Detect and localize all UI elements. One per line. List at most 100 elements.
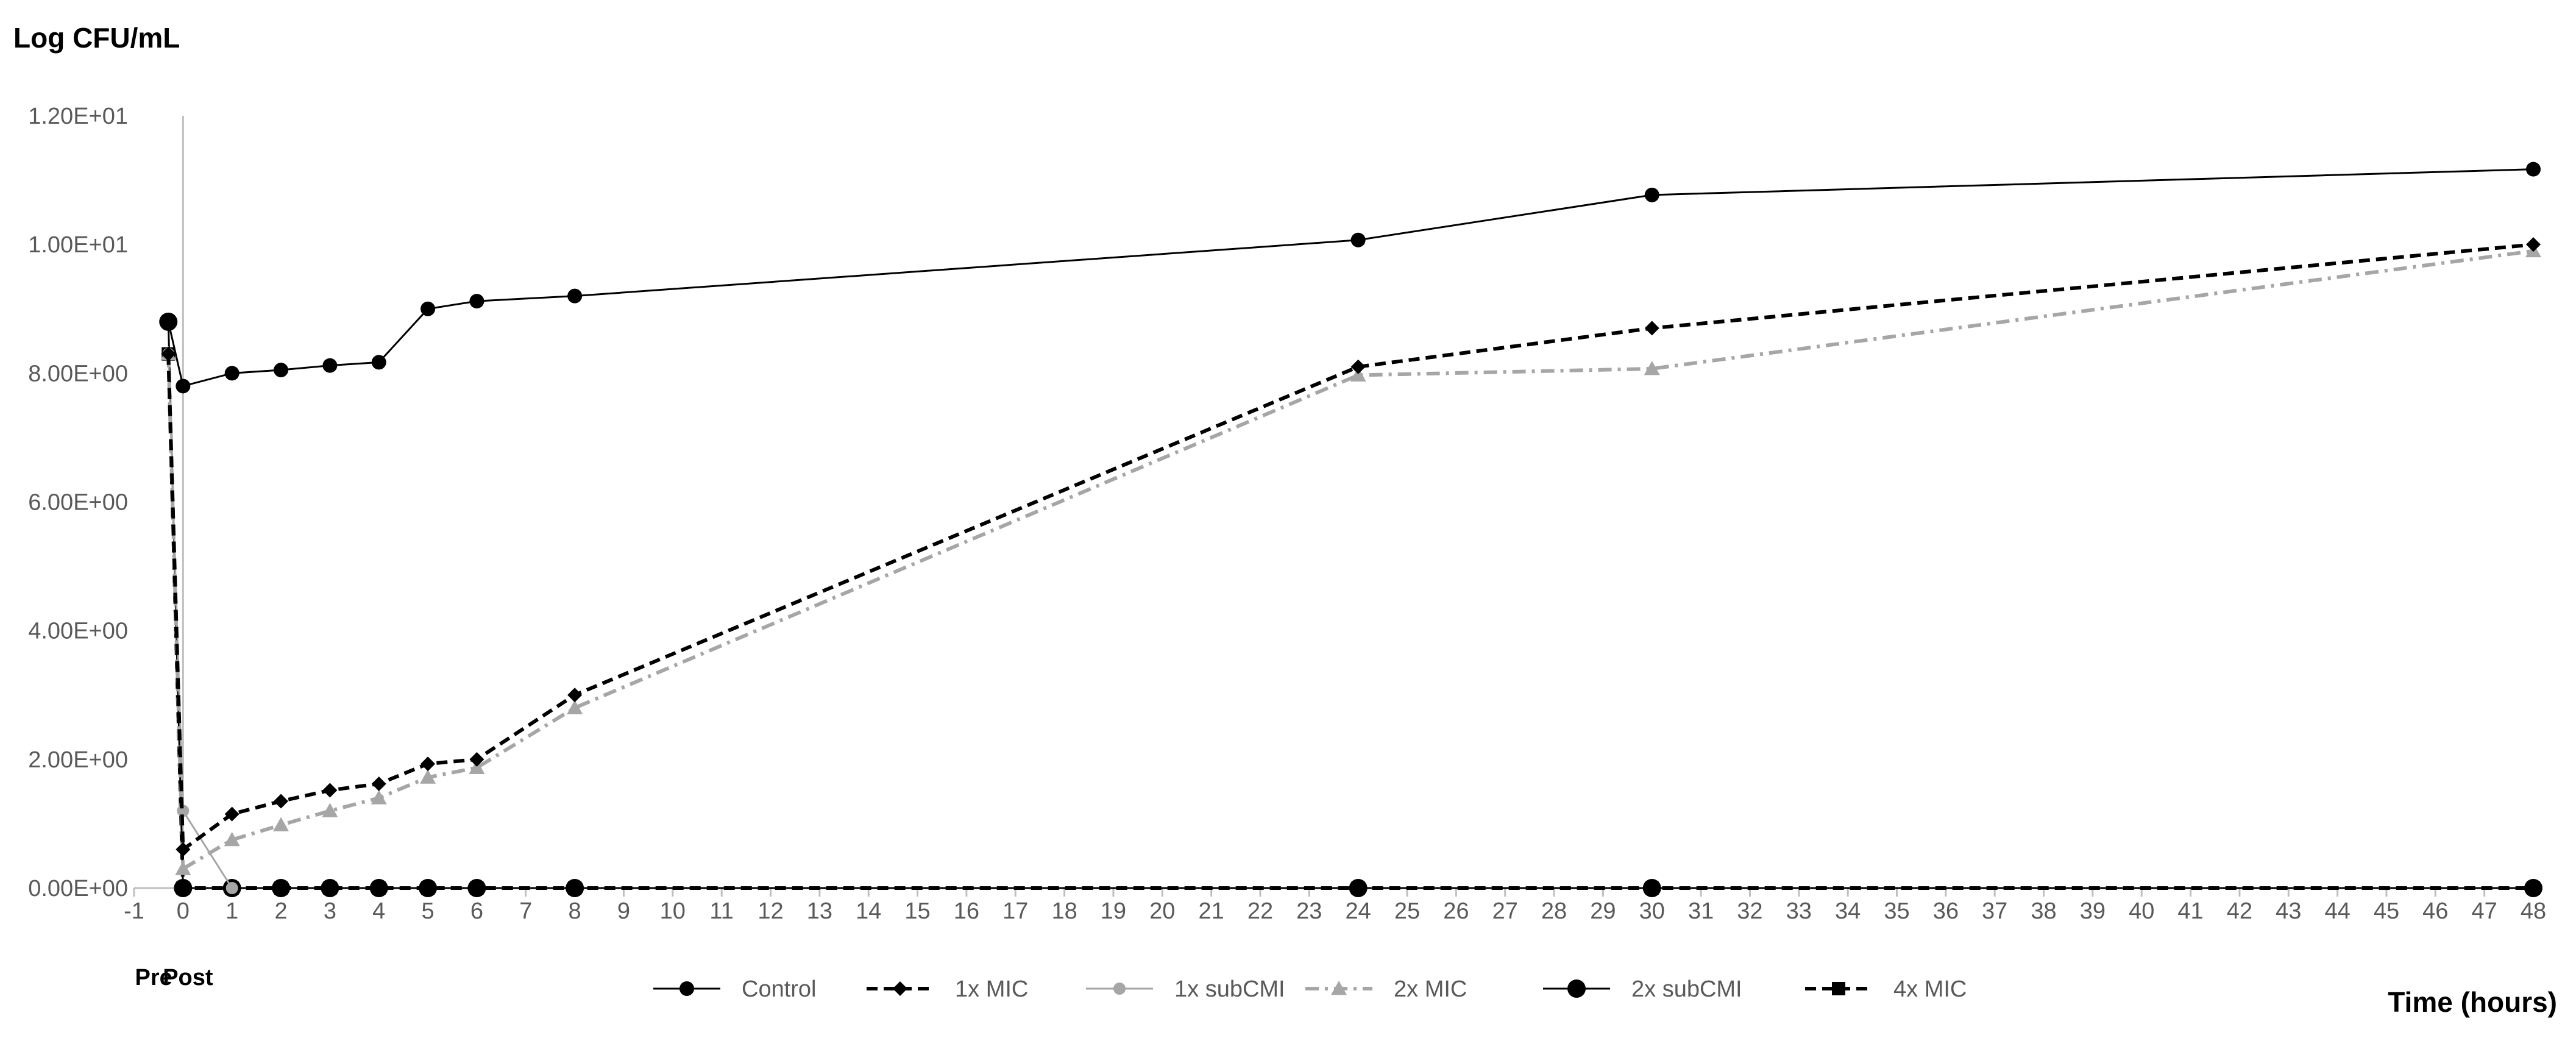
legend-label: 4x MIC — [1893, 976, 1967, 1002]
data-point — [679, 981, 694, 996]
x-tick-label: 28 — [1541, 898, 1567, 924]
x-tick-label: 20 — [1149, 898, 1175, 924]
x-tick-label: 7 — [519, 898, 532, 924]
x-tick-label: 25 — [1394, 898, 1420, 924]
x-tick-label: 43 — [2276, 898, 2301, 924]
data-point — [1567, 979, 1586, 998]
x-tick-labels: -1 0 1 2 3 4 5 6 7 8 9 10 11 12 13 14 15 16 17 18 19 20 21 22 23… — [124, 898, 2546, 924]
x-tick-label: 46 — [2422, 898, 2448, 924]
series-line — [166, 243, 2534, 853]
data-point — [176, 842, 191, 857]
x-tick-label: 27 — [1492, 898, 1518, 924]
data-point — [225, 882, 238, 894]
data-point — [469, 294, 484, 309]
y-tick-labels: 0.00E+00 2.00E+00 4.00E+00 6.00E+00 8.00E+00… — [28, 104, 128, 901]
axis-annotation: Pre — [135, 965, 172, 990]
legend-label: 2x subCMI — [1631, 976, 1742, 1002]
x-tick-label: 44 — [2324, 898, 2350, 924]
x-tick-label: 36 — [1933, 898, 1959, 924]
x-tick-label: 15 — [904, 898, 930, 924]
axis-annotation: Post — [163, 965, 213, 990]
x-tick-label: 37 — [1982, 898, 2007, 924]
data-point — [2526, 237, 2541, 252]
data-point — [321, 879, 339, 897]
legend-label: 1x subCMI — [1174, 976, 1285, 1002]
x-tick-label: 26 — [1443, 898, 1469, 924]
data-point — [1349, 879, 1368, 897]
x-tick-label: 30 — [1639, 898, 1665, 924]
legend-item: 2x MIC — [1305, 976, 1467, 1002]
x-tick-label: 38 — [2031, 898, 2056, 924]
series-control — [161, 162, 2541, 394]
x-tick-label: 47 — [2472, 898, 2497, 924]
data-point — [224, 366, 240, 381]
data-point — [420, 301, 436, 316]
x-tick-label: 3 — [324, 898, 336, 924]
series-line — [166, 249, 2534, 872]
data-point — [322, 803, 338, 817]
y-tick-label: 6.00E+00 — [28, 490, 128, 516]
x-tick-label: 4 — [372, 898, 385, 924]
x-tick-label: 13 — [807, 898, 832, 924]
data-point — [371, 790, 387, 805]
x-tick-label: 0 — [177, 898, 190, 924]
y-tick-label: 8.00E+00 — [28, 361, 128, 386]
data-point — [1644, 187, 1659, 202]
data-point — [272, 879, 291, 897]
x-tick-label: 31 — [1688, 898, 1714, 924]
x-tick-label: 24 — [1346, 898, 1371, 924]
data-point — [1350, 359, 1366, 374]
series-1x-mic — [161, 237, 2541, 857]
x-tick-label: 23 — [1296, 898, 1322, 924]
series — [159, 162, 2542, 897]
x-tick-label: 2 — [274, 898, 287, 924]
series-2x-mic — [160, 243, 2541, 875]
data-point — [224, 831, 240, 847]
data-point — [175, 861, 191, 875]
data-point — [2526, 162, 2541, 177]
x-tick-label: 12 — [758, 898, 783, 924]
x-tick-label: 21 — [1198, 898, 1224, 924]
legend-item: Control — [653, 976, 817, 1002]
data-point — [567, 700, 583, 714]
x-tick-label: 5 — [422, 898, 435, 924]
data-point — [161, 314, 176, 329]
data-point — [273, 817, 289, 831]
x-tick-label: 16 — [954, 898, 979, 924]
data-point — [1350, 367, 1366, 382]
data-point — [419, 879, 438, 897]
data-point — [224, 806, 240, 822]
legend: Control 1x MIC 1x subCMI 2x MIC 2x subCMI 4x … — [653, 976, 1967, 1002]
x-tick-label: 11 — [709, 898, 733, 924]
x-tick-label: 19 — [1101, 898, 1126, 924]
data-point — [322, 358, 338, 373]
data-point — [1331, 981, 1347, 995]
data-point — [567, 288, 583, 304]
y-axis-title: Log CFU/mL — [13, 22, 180, 54]
x-tick-label: 8 — [569, 898, 581, 924]
x-tick-label: 22 — [1247, 898, 1273, 924]
legend-item: 1x MIC — [867, 976, 1028, 1002]
series-2x-subcmi — [159, 312, 2542, 897]
legend-item: 1x subCMI — [1086, 976, 1285, 1002]
x-tick-label: 32 — [1737, 898, 1762, 924]
y-tick-label: 1.20E+01 — [28, 104, 128, 129]
x-tick-label: 33 — [1786, 898, 1812, 924]
x-tick-label: 34 — [1835, 898, 1861, 924]
x-tick-label: 6 — [470, 898, 483, 924]
data-point — [371, 355, 386, 370]
data-point — [420, 769, 436, 784]
data-point — [420, 756, 436, 772]
series-4x-mic — [161, 347, 2540, 895]
x-tick-label: 35 — [1884, 898, 1909, 924]
data-point — [567, 688, 583, 703]
series-line — [167, 168, 2534, 388]
data-point — [371, 776, 386, 791]
x-tick-label: 10 — [660, 898, 686, 924]
legend-label: 1x MIC — [955, 976, 1028, 1002]
x-tick-label: 42 — [2227, 898, 2252, 924]
x-tick-label: 9 — [617, 898, 630, 924]
data-point — [161, 346, 176, 361]
